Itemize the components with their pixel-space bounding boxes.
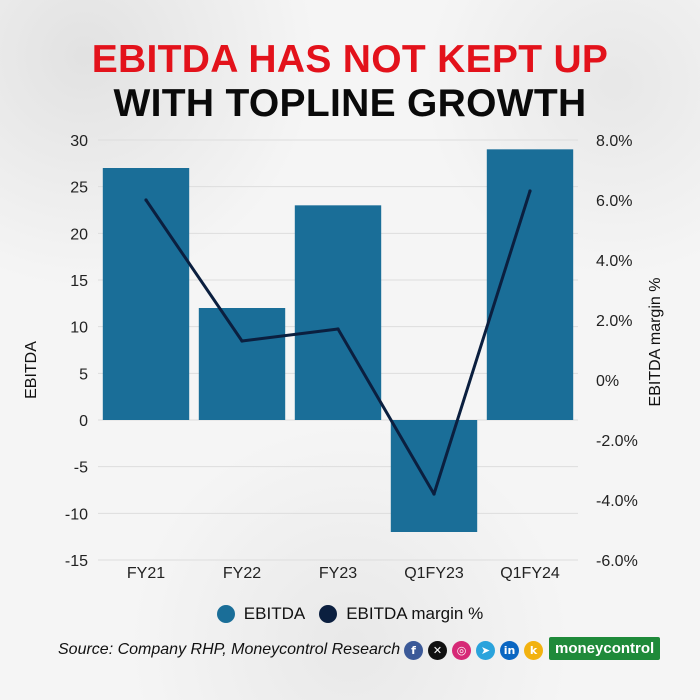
y-tick-label: 15 (70, 273, 88, 290)
y2-tick-label: 4.0% (596, 253, 632, 270)
margin-point (240, 339, 244, 343)
chart-title-line-1: EBITDA HAS NOT KEPT UP (91, 38, 609, 81)
instagram-icon[interactable]: ◎ (452, 641, 471, 660)
y2-tick-label: 6.0% (596, 193, 632, 210)
koo-icon[interactable]: k (524, 641, 543, 660)
y2-tick-label: 2.0% (596, 313, 632, 330)
margin-point (336, 327, 340, 331)
y-tick-label: 25 (70, 180, 88, 197)
y-tick-label: 20 (70, 226, 88, 243)
bar-fy22 (198, 308, 286, 420)
y-tick-label: 10 (70, 320, 88, 337)
source-note: Source: Company RHP, Moneycontrol Resear… (58, 641, 401, 658)
chart-title-line-2: WITH TOPLINE GROWTH (113, 82, 587, 125)
y-tick-label: -15 (65, 553, 88, 570)
bar-fy23 (294, 205, 382, 420)
telegram-icon[interactable]: ➤ (476, 641, 495, 660)
social-links: f ✕ ◎ ➤ in k (404, 641, 543, 660)
y2-tick-label: 0% (596, 373, 619, 390)
y-tick-label: -5 (74, 460, 88, 477)
legend-label-ebitda: EBITDA (243, 604, 306, 623)
x-tick-label: Q1FY23 (404, 565, 464, 582)
legend: EBITDA EBITDA margin % (0, 604, 700, 624)
y-tick-label: -10 (65, 506, 88, 523)
legend-item-ebitda: EBITDA (216, 604, 306, 624)
y-tick-label: 30 (70, 133, 88, 150)
linkedin-icon[interactable]: in (500, 641, 519, 660)
legend-swatch-ebitda (216, 605, 235, 623)
bar-q1fy23 (390, 420, 478, 532)
y2-axis-title: EBITDA margin % (647, 278, 664, 407)
margin-point (528, 189, 532, 193)
y2-tick-label: 8.0% (596, 133, 632, 150)
x-icon[interactable]: ✕ (428, 641, 447, 660)
x-tick-label: FY21 (127, 565, 165, 582)
bar-fy21 (102, 168, 190, 420)
x-tick-label: FY22 (223, 565, 261, 582)
y2-tick-label: -4.0% (596, 493, 638, 510)
margin-point (144, 198, 148, 202)
y-tick-label: 0 (79, 413, 88, 430)
y-tick-label: 5 (79, 366, 88, 383)
moneycontrol-logo: moneycontrol (549, 637, 661, 660)
legend-label-margin: EBITDA margin % (346, 604, 484, 623)
margin-point (432, 492, 436, 496)
y-axis-title: EBITDA (23, 341, 40, 399)
facebook-icon[interactable]: f (404, 641, 423, 660)
combo-chart: 30 25 20 15 10 5 0 -5 -10 -15 8.0% 6.0% 4.0% 2.0% 0% -2… (23, 133, 664, 582)
x-tick-label: Q1FY24 (500, 565, 560, 582)
legend-swatch-margin (319, 605, 338, 623)
x-tick-label: FY23 (319, 565, 357, 582)
y2-tick-label: -2.0% (596, 433, 638, 450)
legend-item-margin: EBITDA margin % (319, 604, 483, 624)
y2-tick-label: -6.0% (596, 553, 638, 570)
